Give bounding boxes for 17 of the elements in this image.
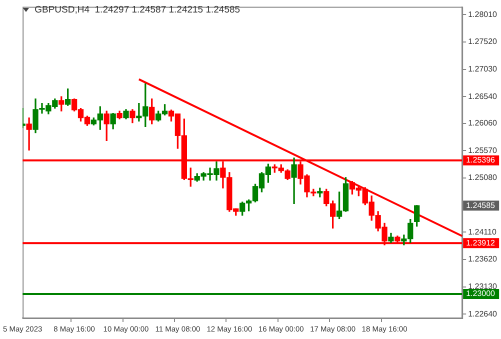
y-tick-label: 1.28010 <box>468 10 498 19</box>
y-tick-label: 1.25570 <box>468 146 498 155</box>
text: 1.24585 <box>466 200 496 210</box>
y-tick-label: 1.26060 <box>468 118 498 128</box>
ref-line-label: 1.23000 <box>466 289 496 298</box>
y-tick-label: 1.24110 <box>468 227 497 236</box>
y-tick-label: 1.22640 <box>468 309 498 318</box>
y-tick-label: 1.27030 <box>468 64 498 74</box>
y-tick-label: 1.27520 <box>468 37 498 46</box>
candlestick <box>26 117 32 150</box>
y-tick-label: 1.23620 <box>468 254 498 264</box>
y-tick-label: 1.25080 <box>468 173 498 182</box>
ref-line-label: 1.23912 <box>466 238 496 248</box>
ref-line-label: 1.25396 <box>466 156 496 165</box>
y-tick-label: 1.26540 <box>468 92 498 101</box>
chart-title: GBPUSD,H4 1.24297 1.24587 1.24215 1.24585 <box>34 4 240 16</box>
y-tick-label: 1.23130 <box>468 282 498 291</box>
